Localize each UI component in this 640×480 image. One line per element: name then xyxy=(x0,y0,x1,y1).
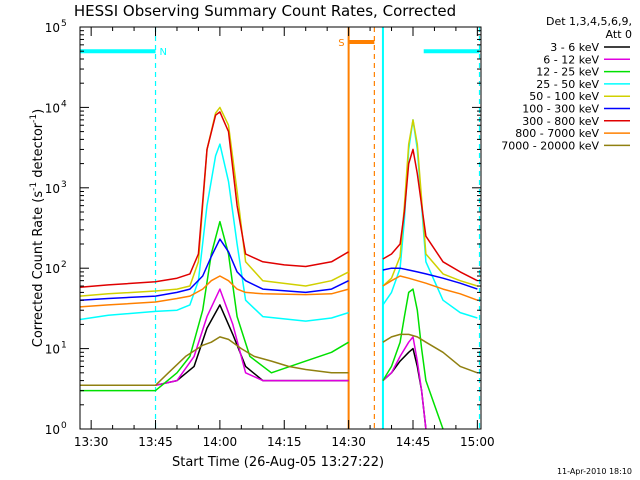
legend-label-50-100-kev: 50 - 100 keV xyxy=(529,90,599,103)
legend-label-100-300-kev: 100 - 300 keV xyxy=(522,103,599,116)
y-axis-label: Corrected Count Rate (s-1 detector-1) xyxy=(29,109,46,347)
series-line-800-7000-kev xyxy=(79,275,349,308)
y-axis-label-mid: detector xyxy=(31,122,46,182)
y-tick-exponent: 5 xyxy=(61,19,67,29)
y-tick-exponent: 0 xyxy=(61,421,67,431)
y-axis-label-end: ) xyxy=(31,109,46,114)
y-axis-label-sup: -1 xyxy=(29,182,39,191)
y-tick-label: 10 xyxy=(45,343,60,357)
series-line-50-100-kev xyxy=(79,106,349,297)
x-tick-label: 14:15 xyxy=(267,435,302,449)
series-line-300-800-kev-after xyxy=(382,148,478,282)
series-line-25-50-kev xyxy=(79,143,349,322)
series-line-12-25-kev xyxy=(80,220,349,392)
legend-label-300-800-kev: 300 - 800 keV xyxy=(522,115,599,128)
legend-label-12-25-kev: 12 - 25 keV xyxy=(536,66,599,79)
series-line-6-12-kev xyxy=(80,288,349,387)
legend-label-7000-20000-kev: 7000 - 20000 keV xyxy=(501,139,599,152)
legend-label-3-6-kev: 3 - 6 keV xyxy=(550,41,599,54)
legend-header-line-2: Att 0 xyxy=(606,28,632,41)
y-axis-label-main: Corrected Count Rate (s xyxy=(31,191,46,348)
x-tick-label: 14:00 xyxy=(203,435,238,449)
flag-label-n: N xyxy=(160,47,167,58)
plot-frame xyxy=(79,26,482,430)
x-axis: 13:30 13:45 14:00 14:15 14:30 14:45 15:00 xyxy=(74,27,495,449)
series-line-12-25-kev-after xyxy=(382,288,444,430)
y-tick-label: 10 xyxy=(45,262,60,276)
x-axis-label: Start Time (26-Aug-05 13:27:22) xyxy=(172,455,384,470)
y-tick-label: 10 xyxy=(45,182,60,196)
x-tick-label: 14:45 xyxy=(396,435,431,449)
x-tick-label: 13:45 xyxy=(138,435,173,449)
series-line-25-50-kev-after xyxy=(382,119,478,319)
y-tick-label: 10 xyxy=(45,423,60,437)
series-line-300-800-kev xyxy=(79,111,349,288)
legend-label-25-50-kev: 25 - 50 keV xyxy=(536,78,599,91)
y-tick-exponent: 3 xyxy=(61,180,67,190)
legend-label-800-7000-kev: 800 - 7000 keV xyxy=(515,127,599,140)
series-line-3-6-kev xyxy=(80,304,349,387)
y-tick-exponent: 2 xyxy=(61,260,67,270)
plot-series xyxy=(79,106,478,430)
series-line-100-300-kev xyxy=(79,238,349,301)
y-axis-label-sup2: -1 xyxy=(29,114,39,123)
chart-title: HESSI Observing Summary Count Rates, Cor… xyxy=(74,2,456,20)
y-tick-exponent: 1 xyxy=(61,341,67,351)
series-line-100-300-kev-after xyxy=(382,267,478,290)
series-line-3-6-kev-after xyxy=(382,347,427,430)
legend-header-line-1: Det 1,3,4,5,6,9, xyxy=(546,15,632,28)
series-line-50-100-kev-after xyxy=(382,119,478,287)
series-line-7000-20000-kev-after xyxy=(382,333,478,374)
y-tick-label: 10 xyxy=(45,21,60,35)
legend-label-6-12-kev: 6 - 12 keV xyxy=(543,53,599,66)
series-line-7000-20000-kev xyxy=(80,336,349,387)
x-tick-label: 13:30 xyxy=(74,435,109,449)
y-tick-exponent: 4 xyxy=(61,99,67,109)
series-line-800-7000-kev-after xyxy=(382,275,478,301)
footer-date: 11-Apr-2010 18:10 xyxy=(557,467,632,476)
plot-overlays: NS xyxy=(80,27,481,429)
series-line-6-12-kev-after xyxy=(382,336,427,430)
flag-label-s: S xyxy=(338,38,344,49)
y-tick-label: 10 xyxy=(45,101,60,115)
x-tick-label: 15:00 xyxy=(460,435,495,449)
x-tick-label: 14:30 xyxy=(331,435,366,449)
